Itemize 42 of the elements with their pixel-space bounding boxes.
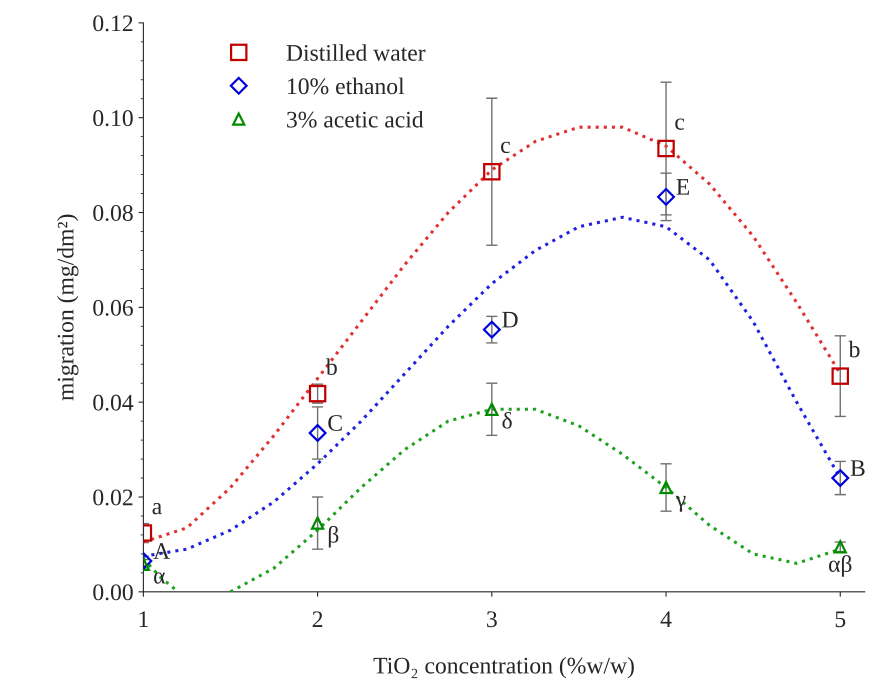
annotation: β <box>328 526 338 548</box>
annotation: δ <box>502 412 512 429</box>
annotation: C <box>328 415 342 431</box>
y-tick-label: 0.06 <box>93 300 133 316</box>
annotation: α <box>154 572 165 584</box>
y-tick-label: 0.08 <box>93 205 133 222</box>
annotation: D <box>502 312 518 328</box>
y-tick-label: 0.00 <box>93 584 133 600</box>
annotation: b <box>848 340 860 358</box>
annotation: c <box>675 118 684 130</box>
point <box>483 162 501 180</box>
y-tick-label: 0.02 <box>93 489 132 506</box>
x-tick-label: 2 <box>312 611 322 627</box>
legend-label: Distilled water <box>286 44 426 61</box>
annotation: E <box>676 179 690 195</box>
point <box>657 188 676 206</box>
point <box>659 480 673 494</box>
point <box>485 402 498 416</box>
annotation: a <box>152 503 162 514</box>
x-tick-label: 4 <box>660 611 672 627</box>
annotation: γ <box>676 496 686 512</box>
x-tick-label: 5 <box>836 611 846 628</box>
annotation: B <box>850 460 865 476</box>
y-tick-label: 0.10 <box>93 110 133 126</box>
point <box>832 367 850 385</box>
annotation: b <box>326 358 337 375</box>
legend-label: 3% acetic acid <box>287 110 424 128</box>
x-tick-label: 3 <box>487 611 497 628</box>
point <box>831 469 850 487</box>
point <box>310 516 324 530</box>
y-axis-title: migration (mg/dm²) <box>56 214 78 401</box>
annotation: αβ <box>828 555 852 577</box>
annotation: A <box>153 543 170 559</box>
legend-label: 10% ethanol <box>288 78 404 94</box>
annotation: c <box>501 142 510 154</box>
x-axis-title: TiO₂ concentration (%w/w) <box>374 656 634 678</box>
y-tick-label: 0.12 <box>93 15 132 32</box>
x-tick-label: 1 <box>140 611 148 627</box>
point <box>657 140 675 158</box>
y-tick-label: 0.04 <box>93 394 134 411</box>
point <box>482 320 501 339</box>
point <box>308 424 327 442</box>
